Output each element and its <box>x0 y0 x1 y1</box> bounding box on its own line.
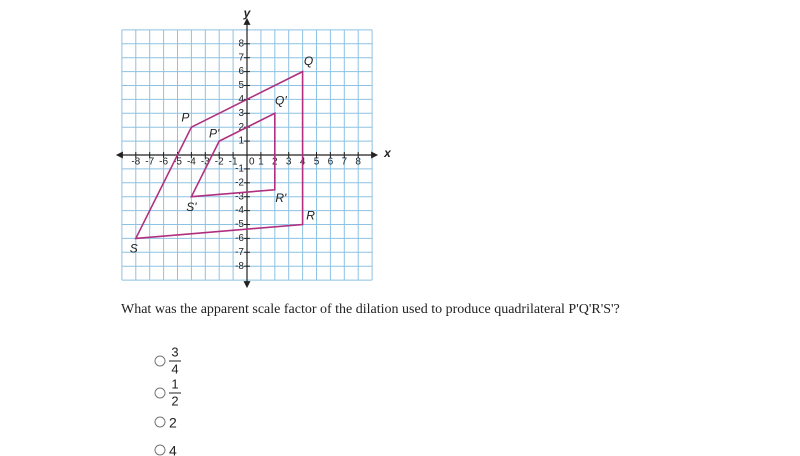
radio-button[interactable] <box>154 355 166 367</box>
vertex-label: P' <box>209 126 220 140</box>
option-denominator: 4 <box>171 361 178 376</box>
vertex-label: S <box>130 242 138 256</box>
y-tick-label: 2 <box>238 122 244 133</box>
y-tick-label: -5 <box>235 219 244 230</box>
x-tick-label: -5 <box>173 157 182 168</box>
y-tick-label: 8 <box>238 38 244 49</box>
x-tick-label: 5 <box>314 157 320 168</box>
coordinate-graph: xy0-8 -7 -6 -5 -4 -3 -2 -1 1 2 3 4 5 6 7 887654321-1-2-… <box>115 6 392 289</box>
y-tick-label: -7 <box>235 247 244 258</box>
vertex-label: S' <box>186 200 197 214</box>
x-tick-label: -1 <box>229 157 238 168</box>
x-axis-label: x <box>383 146 392 160</box>
quadrilateral <box>134 70 304 240</box>
y-tick-label: -8 <box>235 261 244 272</box>
x-tick-label: 7 <box>342 157 348 168</box>
question: What was the apparent scale factor of th… <box>121 302 620 317</box>
y-axis-label: y <box>243 6 252 20</box>
x-tick-label: 3 <box>286 157 292 168</box>
option-text: 4 <box>169 443 177 456</box>
x-tick-label: -3 <box>201 157 210 168</box>
vertex-label: R' <box>275 191 287 205</box>
option-text: 2 <box>169 415 177 431</box>
y-tick-label: -2 <box>235 177 244 188</box>
option-numerator: 1 <box>171 376 178 391</box>
y-tick-label: 6 <box>238 66 244 77</box>
y-tick-label: 1 <box>238 136 244 147</box>
vertex-label: P <box>181 110 189 124</box>
quadrilateral <box>190 112 276 198</box>
y-tick-label: 7 <box>238 52 244 63</box>
radio-button[interactable] <box>154 416 166 428</box>
vertex-label: R <box>306 209 315 223</box>
y-tick-label: -3 <box>235 191 244 202</box>
y-tick-label: -4 <box>235 205 244 216</box>
option-numerator: 3 <box>171 344 178 359</box>
y-tick-label: -6 <box>235 233 244 244</box>
x-tick-label: -6 <box>159 157 168 168</box>
option-denominator: 2 <box>171 393 178 408</box>
y-tick-label: 4 <box>238 94 244 105</box>
x-tick-label: -4 <box>187 157 196 168</box>
y-tick-label: -1 <box>235 164 244 175</box>
x-tick-label: 8 <box>355 157 361 168</box>
y-tick-label: 3 <box>238 108 244 119</box>
x-tick-label: 1 <box>258 157 264 168</box>
x-tick-label: -2 <box>215 157 224 168</box>
vertex-label: Q <box>304 54 313 68</box>
radio-button[interactable] <box>154 444 166 456</box>
radio-button[interactable] <box>154 387 166 399</box>
origin-label: 0 <box>249 157 255 168</box>
vertex-label: Q' <box>275 93 287 107</box>
y-tick-label: 5 <box>238 80 244 91</box>
x-tick-label: -8 <box>131 157 140 168</box>
x-tick-label: 6 <box>328 157 334 168</box>
x-tick-label: -7 <box>145 157 154 168</box>
